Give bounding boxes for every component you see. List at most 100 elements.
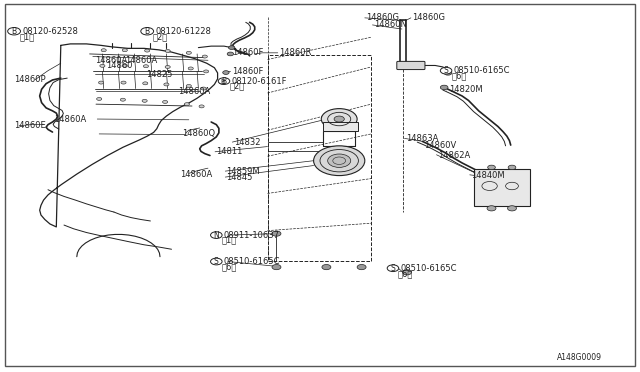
Circle shape xyxy=(508,165,516,170)
Circle shape xyxy=(188,67,193,70)
Circle shape xyxy=(512,190,520,194)
Circle shape xyxy=(97,97,102,100)
Circle shape xyxy=(387,265,399,272)
FancyBboxPatch shape xyxy=(5,4,635,366)
Circle shape xyxy=(165,65,170,68)
Text: 14860A: 14860A xyxy=(95,56,127,65)
Text: （6）: （6） xyxy=(398,269,413,278)
Circle shape xyxy=(508,206,516,211)
Circle shape xyxy=(164,83,169,86)
Text: S: S xyxy=(444,66,449,75)
Text: 08120-6161F: 08120-6161F xyxy=(232,77,287,86)
Circle shape xyxy=(357,264,366,270)
Text: B: B xyxy=(145,27,150,36)
Circle shape xyxy=(228,46,235,49)
Text: 14860R: 14860R xyxy=(279,48,312,57)
Text: B: B xyxy=(220,79,225,85)
Circle shape xyxy=(440,85,448,90)
Circle shape xyxy=(488,165,495,170)
Text: 14862A: 14862A xyxy=(438,151,470,160)
Circle shape xyxy=(145,49,150,52)
Circle shape xyxy=(141,28,154,35)
Text: B: B xyxy=(12,27,17,36)
Circle shape xyxy=(122,64,127,67)
Circle shape xyxy=(163,100,168,103)
Circle shape xyxy=(143,82,148,85)
Circle shape xyxy=(403,270,412,275)
Text: 14860F: 14860F xyxy=(232,67,263,76)
Text: S: S xyxy=(390,264,396,273)
Circle shape xyxy=(186,51,191,54)
Text: 14860G: 14860G xyxy=(412,13,445,22)
Circle shape xyxy=(184,103,189,106)
Text: （1）: （1） xyxy=(19,32,35,41)
Text: N: N xyxy=(214,231,219,240)
Text: 14860V: 14860V xyxy=(424,141,456,150)
Text: 14840M: 14840M xyxy=(471,171,505,180)
Text: 14820M: 14820M xyxy=(449,85,483,94)
Text: （2）: （2） xyxy=(152,32,168,41)
Text: 08510-6165C: 08510-6165C xyxy=(454,66,510,75)
Circle shape xyxy=(99,81,104,84)
Circle shape xyxy=(334,116,344,122)
Circle shape xyxy=(165,49,170,52)
Text: 08510-6165C: 08510-6165C xyxy=(401,264,457,273)
Circle shape xyxy=(487,206,496,211)
Circle shape xyxy=(204,70,209,73)
Text: B: B xyxy=(221,77,227,86)
Text: 08120-61228: 08120-61228 xyxy=(156,27,211,36)
Circle shape xyxy=(227,52,234,56)
Circle shape xyxy=(321,109,357,129)
Circle shape xyxy=(322,264,331,270)
Text: 14859M: 14859M xyxy=(227,167,260,176)
Text: S: S xyxy=(214,257,219,266)
Text: A148G0009: A148G0009 xyxy=(557,353,602,362)
Circle shape xyxy=(272,231,281,236)
Circle shape xyxy=(314,146,365,176)
Circle shape xyxy=(142,99,147,102)
Circle shape xyxy=(272,264,281,270)
Text: 14860A: 14860A xyxy=(125,56,157,65)
Text: 14825: 14825 xyxy=(146,70,172,79)
Text: （6）: （6） xyxy=(451,71,467,80)
Text: 14860A: 14860A xyxy=(54,115,86,124)
Text: 14860Q: 14860Q xyxy=(182,129,215,138)
Text: 14860G: 14860G xyxy=(366,13,399,22)
Text: 08120-62528: 08120-62528 xyxy=(22,27,78,36)
Text: 14845: 14845 xyxy=(227,173,253,182)
Text: 14863A: 14863A xyxy=(406,134,438,143)
Text: （6）: （6） xyxy=(221,262,237,271)
Circle shape xyxy=(444,71,452,75)
Circle shape xyxy=(199,105,204,108)
Text: （2）: （2） xyxy=(229,82,244,91)
Circle shape xyxy=(202,55,207,58)
Text: 14860A: 14860A xyxy=(180,170,212,179)
FancyBboxPatch shape xyxy=(323,122,358,131)
Text: 14860N: 14860N xyxy=(374,20,406,29)
FancyBboxPatch shape xyxy=(474,169,530,206)
Text: 08911-10637: 08911-10637 xyxy=(224,231,280,240)
Circle shape xyxy=(100,64,105,67)
Circle shape xyxy=(440,67,452,74)
Text: 14860P: 14860P xyxy=(14,76,45,84)
Text: 14860A: 14860A xyxy=(178,87,210,96)
Text: 08510-6165C: 08510-6165C xyxy=(224,257,280,266)
Circle shape xyxy=(223,71,229,74)
Circle shape xyxy=(211,258,222,265)
Text: 14860F: 14860F xyxy=(232,48,263,57)
Circle shape xyxy=(328,154,351,167)
Circle shape xyxy=(121,81,126,84)
Circle shape xyxy=(211,232,222,238)
Circle shape xyxy=(186,84,191,87)
Text: 14860: 14860 xyxy=(106,61,132,70)
Circle shape xyxy=(143,65,148,68)
Circle shape xyxy=(218,78,230,84)
FancyBboxPatch shape xyxy=(397,61,425,70)
Text: （1）: （1） xyxy=(221,236,237,245)
Text: 14832: 14832 xyxy=(234,138,260,147)
Circle shape xyxy=(122,49,127,52)
Circle shape xyxy=(8,28,20,35)
Circle shape xyxy=(101,49,106,52)
Circle shape xyxy=(120,98,125,101)
Text: 14811: 14811 xyxy=(216,147,243,156)
